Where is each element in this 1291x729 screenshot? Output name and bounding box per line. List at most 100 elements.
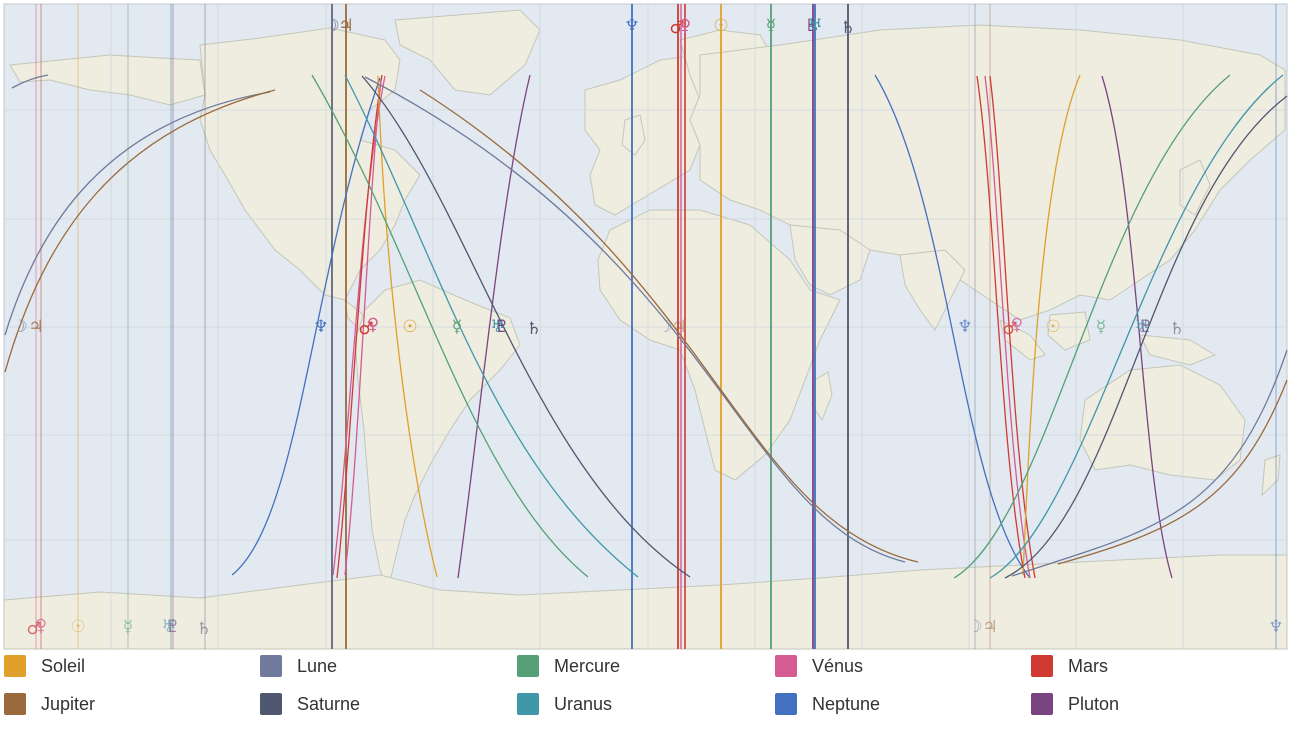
land-arabia <box>789 224 871 296</box>
venus-line <box>344 79 382 576</box>
mercury-line <box>953 74 1231 579</box>
pluto-line <box>457 74 531 579</box>
pluto-line <box>1101 75 1173 579</box>
mars-glyph: ♂ <box>26 619 41 639</box>
moon-line <box>1011 349 1288 577</box>
legend: Soleil Lune Mercure Vénus Mars Jupiter Saturne… <box>0 655 1291 729</box>
graticule-grid <box>4 4 1287 649</box>
moon-line <box>11 74 49 89</box>
pluto-glyph: ♇ <box>804 16 819 36</box>
mercury-glyph: ☿ <box>1096 317 1106 337</box>
land-greenland <box>394 9 541 96</box>
legend-swatch <box>517 655 539 677</box>
venus-glyph: ♀ <box>35 616 47 636</box>
land-sumatra <box>999 319 1046 361</box>
sun-line <box>377 75 438 578</box>
mars-glyph: ♂ <box>1002 319 1017 339</box>
legend-item-neptune[interactable]: Neptune <box>775 690 880 718</box>
legend-label: Lune <box>297 655 338 676</box>
legend-item-mercury[interactable]: Mercure <box>517 652 620 680</box>
moon-line <box>364 76 906 563</box>
legend-label: Mars <box>1068 655 1108 676</box>
land-new-zealand <box>1261 454 1281 497</box>
saturn-glyph: ♄ <box>1169 319 1184 339</box>
mercury-glyph: ☿ <box>766 16 776 36</box>
mars-line <box>976 75 1026 579</box>
neptune-line <box>231 77 381 576</box>
moon-glyph: ☽ <box>324 16 339 36</box>
legend-label: Saturne <box>297 693 361 714</box>
moon-glyph: ☽ <box>967 617 982 637</box>
planet-glyphs: ☽♃ ♆ ♂♀ ☉ ☿ ♇♅ ♄☽ ♃ ♆ ♂♀ ☉ ☿ ♅♇ ♄ ☽♃ ♆ ♂♀ ☉ ☿ ♅♇ ♄♂♀ ☉ ☿ ♅♇ ♄ ☽ ♃ ♆ <box>12 16 1283 639</box>
uranus-glyph: ♅ <box>161 617 176 637</box>
jupiter-line <box>1057 379 1288 565</box>
planet-lines <box>4 4 1288 649</box>
land-india <box>899 249 966 331</box>
legend-item-venus[interactable]: Vénus <box>775 652 863 680</box>
legend-label: Vénus <box>812 655 864 676</box>
sun-line <box>1022 74 1081 576</box>
legend-swatch <box>1031 655 1053 677</box>
venus-glyph: ♀ <box>679 16 691 36</box>
sun-glyph: ☉ <box>70 617 85 637</box>
uranus-line <box>344 74 639 578</box>
sun-glyph: ☉ <box>402 317 417 337</box>
jupiter-glyph: ♃ <box>28 317 43 337</box>
legend-swatch <box>4 693 26 715</box>
mercury-line <box>311 74 589 578</box>
saturn-line <box>361 75 691 578</box>
land-borneo <box>1047 311 1091 351</box>
moon-glyph: ☽ <box>12 317 27 337</box>
uranus-glyph: ♅ <box>1134 317 1149 337</box>
land-new-guinea <box>1139 334 1217 366</box>
land-antarctica <box>3 554 1288 650</box>
land-alaska <box>9 54 206 106</box>
legend-item-moon[interactable]: Lune <box>260 652 337 680</box>
sun-glyph: ☉ <box>1045 317 1060 337</box>
legend-swatch <box>775 693 797 715</box>
venus-glyph: ♀ <box>1011 315 1023 335</box>
legend-swatch <box>260 655 282 677</box>
jupiter-glyph: ♃ <box>671 317 686 337</box>
legend-label: Uranus <box>554 693 613 714</box>
land-japan <box>1179 159 1211 216</box>
jupiter-line <box>4 89 276 373</box>
legend-item-mars[interactable]: Mars <box>1031 652 1108 680</box>
land-british-isles <box>621 114 646 156</box>
neptune-glyph: ♆ <box>624 16 639 36</box>
jupiter-line <box>419 89 919 563</box>
legend-item-pluto[interactable]: Pluton <box>1031 690 1119 718</box>
moon-glyph: ☽ <box>657 317 672 337</box>
legend-swatch <box>775 655 797 677</box>
legend-item-uranus[interactable]: Uranus <box>517 690 612 718</box>
legend-label: Neptune <box>812 693 881 714</box>
venus-line <box>332 75 386 576</box>
jupiter-glyph: ♃ <box>338 16 353 36</box>
neptune-glyph: ♆ <box>313 317 328 337</box>
saturn-line <box>1004 95 1288 579</box>
uranus-glyph: ♅ <box>807 16 822 36</box>
jupiter-glyph: ♃ <box>982 617 997 637</box>
venus-line <box>984 75 1031 579</box>
legend-label: Pluton <box>1068 693 1120 714</box>
legend-swatch <box>260 693 282 715</box>
neptune-glyph: ♆ <box>957 317 972 337</box>
mars-line <box>336 74 383 579</box>
uranus-line <box>989 74 1284 579</box>
neptune-glyph: ♆ <box>1268 617 1283 637</box>
saturn-glyph: ♄ <box>196 619 211 639</box>
legend-label: Soleil <box>41 655 86 676</box>
legend-item-jupiter[interactable]: Jupiter <box>4 690 95 718</box>
sun-glyph: ☉ <box>713 16 728 36</box>
uranus-glyph: ♅ <box>490 317 505 337</box>
mars-glyph: ♂ <box>358 319 373 339</box>
legend-item-saturn[interactable]: Saturne <box>260 690 360 718</box>
mercury-glyph: ☿ <box>452 317 462 337</box>
world-map[interactable]: ☽♃ ♆ ♂♀ ☉ ☿ ♇♅ ♄☽ ♃ ♆ ♂♀ ☉ ☿ ♅♇ ♄ ☽♃ ♆ ♂♀ ☉ ☿ ♅♇ ♄♂♀ ☉ ☿ ♅♇ ♄ ☽ ♃ ♆ <box>0 0 1291 655</box>
legend-swatch <box>517 693 539 715</box>
neptune-line <box>874 74 1031 579</box>
legend-swatch <box>4 655 26 677</box>
legend-item-sun[interactable]: Soleil <box>4 652 85 680</box>
pluto-glyph: ♇ <box>165 617 180 637</box>
legend-swatch <box>1031 693 1053 715</box>
